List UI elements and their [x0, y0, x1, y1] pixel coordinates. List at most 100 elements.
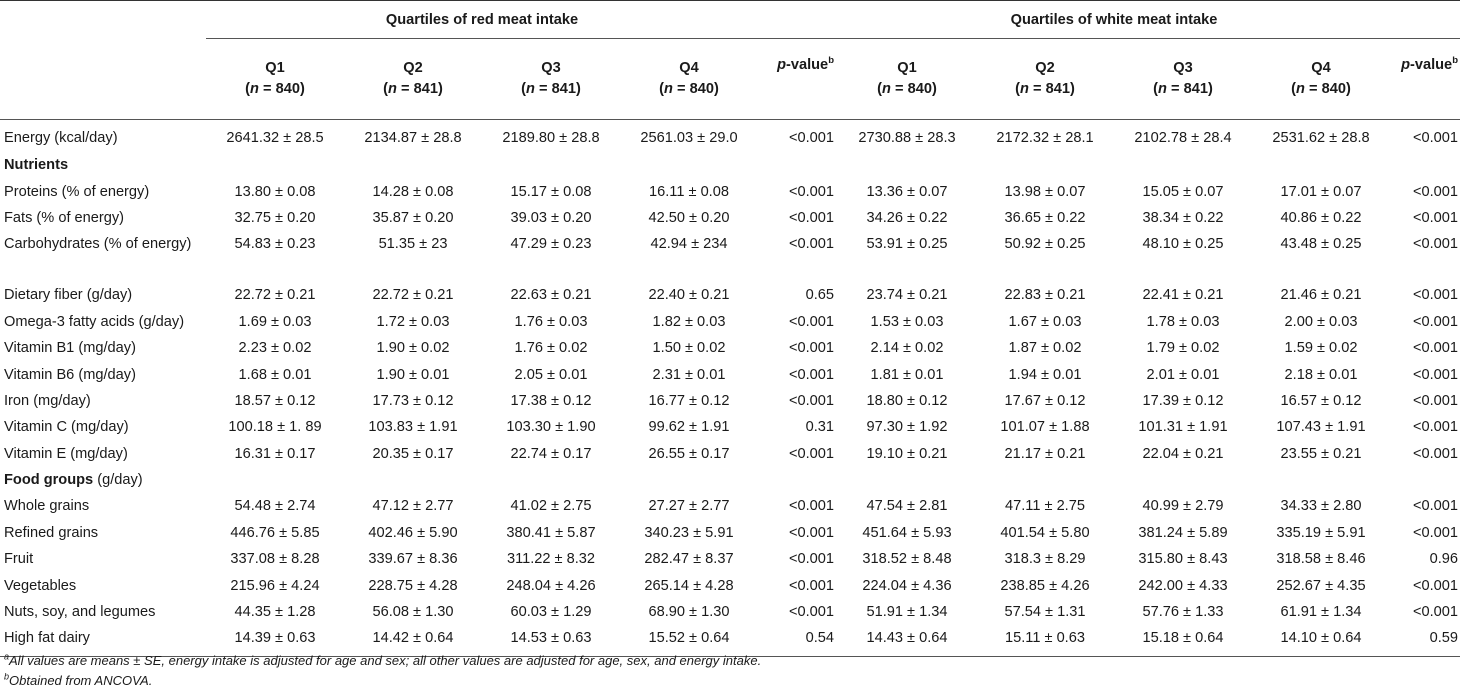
cell-white-q2: 1.87 ± 0.02	[1008, 340, 1082, 357]
cell-red-q2: 228.75 ± 4.28	[368, 577, 458, 594]
cell-white-q3: 48.10 ± 0.25	[1142, 236, 1224, 253]
row-label: Iron (mg/day)	[4, 392, 91, 409]
cell-white-q3: 15.18 ± 0.64	[1114, 625, 1252, 657]
cell-red-q3: 103.30 ± 1.90	[506, 419, 596, 436]
table-row-fruit: Fruit 337.08 ± 8.28 339.67 ± 8.36 311.22 ± …	[0, 546, 1460, 572]
cell-red-q3: 2189.80 ± 28.8	[502, 130, 600, 146]
table-row-iron: Iron (mg/day) 18.57 ± 0.12 17.73 ± 0.12 17.…	[0, 388, 1460, 414]
cell-red-q3: 17.38 ± 0.12	[510, 392, 592, 409]
table-row-b1: Vitamin B1 (mg/day) 2.23 ± 0.02 1.90 ± 0.0…	[0, 335, 1460, 361]
cell-white-q1: 318.52 ± 8.48	[862, 551, 952, 568]
cell-red-pvalue: 0.65	[805, 287, 834, 304]
cell-red-pvalue: <0.001	[788, 366, 834, 383]
col-header-white-q3: Q3 (n = 841)	[1114, 38, 1252, 120]
cell-white-q3: 40.99 ± 2.79	[1142, 498, 1224, 515]
cell-red-q1: 1.68 ± 0.01	[238, 366, 312, 383]
cell-white-q1: 2730.88 ± 28.3	[858, 130, 956, 146]
cell-white-q4: 2531.62 ± 28.8	[1272, 130, 1370, 146]
cell-red-q3: 22.63 ± 0.21	[510, 287, 592, 304]
table-row-b6: Vitamin B6 (mg/day) 1.68 ± 0.01 1.90 ± 0.0…	[0, 361, 1460, 387]
cell-red-q1: 446.76 ± 5.85	[230, 524, 320, 541]
col-header-red-q1: Q1 (n = 840)	[206, 38, 344, 120]
table-row-vite: Vitamin E (mg/day) 16.31 ± 0.17 20.35 ± 0.…	[0, 441, 1460, 467]
row-label: Nuts, soy, and legumes	[4, 604, 156, 621]
cell-white-q4: 34.33 ± 2.80	[1280, 498, 1362, 515]
cell-white-q2: 57.54 ± 1.31	[1004, 604, 1086, 621]
cell-red-pvalue: <0.001	[788, 498, 834, 515]
table-row-omega3: Omega-3 fatty acids (g/day) 1.69 ± 0.03 1.…	[0, 309, 1460, 335]
cell-white-q1: 1.81 ± 0.01	[870, 366, 944, 383]
cell-red-q2: 35.87 ± 0.20	[372, 209, 454, 226]
cell-red-q2: 14.42 ± 0.64	[344, 625, 482, 657]
row-label: Proteins (% of energy)	[4, 183, 150, 200]
cell-white-q4: 2.00 ± 0.03	[1284, 313, 1358, 330]
cell-red-pvalue: <0.001	[788, 313, 834, 330]
white-meat-group-title: Quartiles of white meat intake	[838, 1, 1390, 39]
cell-white-q4: 16.57 ± 0.12	[1280, 392, 1362, 409]
cell-red-q1: 2641.32 ± 28.5	[226, 130, 324, 146]
cell-red-q4: 1.82 ± 0.03	[652, 313, 726, 330]
cell-red-q2: 402.46 ± 5.90	[368, 524, 458, 541]
cell-red-q4: 340.23 ± 5.91	[644, 524, 734, 541]
cell-white-q4: 335.19 ± 5.91	[1276, 524, 1366, 541]
cell-red-pvalue: <0.001	[788, 183, 834, 200]
cell-white-q2: 50.92 ± 0.25	[1004, 236, 1086, 253]
table-row-carbs: Carbohydrates (% of energy) 54.83 ± 0.23 5…	[0, 231, 1460, 282]
cell-red-q3: 311.22 ± 8.32	[506, 551, 596, 568]
cell-red-q4: 27.27 ± 2.77	[648, 498, 730, 515]
cell-white-pvalue: <0.001	[1412, 236, 1458, 253]
cell-white-q1: 13.36 ± 0.07	[866, 183, 948, 200]
cell-red-q4: 15.52 ± 0.64	[620, 625, 758, 657]
table-row-fats: Fats (% of energy) 32.75 ± 0.20 35.87 ± 0.…	[0, 205, 1460, 231]
cell-red-q3: 14.53 ± 0.63	[482, 625, 620, 657]
cell-white-pvalue: <0.001	[1412, 577, 1458, 594]
cell-red-q3: 41.02 ± 2.75	[510, 498, 592, 515]
cell-white-pvalue: <0.001	[1412, 209, 1458, 226]
cell-red-q1: 14.39 ± 0.63	[206, 625, 344, 657]
cell-red-pvalue: <0.001	[788, 340, 834, 357]
cell-white-q3: 242.00 ± 4.33	[1138, 577, 1228, 594]
cell-white-q4: 21.46 ± 0.21	[1280, 287, 1362, 304]
cell-red-q2: 51.35 ± 23	[378, 236, 448, 253]
row-label: High fat dairy	[0, 625, 206, 657]
cell-white-q4: 2.18 ± 0.01	[1284, 366, 1358, 383]
table-row-refined: Refined grains 446.76 ± 5.85 402.46 ± 5.90…	[0, 520, 1460, 546]
cell-red-pvalue: 0.54	[758, 625, 838, 657]
cell-red-q1: 16.31 ± 0.17	[234, 445, 316, 462]
cell-white-q2: 401.54 ± 5.80	[1000, 524, 1090, 541]
cell-white-pvalue: <0.001	[1412, 445, 1458, 462]
table-row-energy: Energy (kcal/day) 2641.32 ± 28.5 2134.87 ±…	[0, 120, 1460, 153]
col-header-red-q2: Q2 (n = 841)	[344, 38, 482, 120]
row-label: Omega-3 fatty acids (g/day)	[4, 313, 185, 330]
cell-red-q4: 1.50 ± 0.02	[652, 340, 726, 357]
col-header-red-q3: Q3 (n = 841)	[482, 38, 620, 120]
red-meat-group-title: Quartiles of red meat intake	[206, 1, 758, 39]
cell-white-q1: 2.14 ± 0.02	[870, 340, 944, 357]
cell-white-pvalue: <0.001	[1412, 183, 1458, 200]
top-rule	[0, 0, 1460, 1]
col-header-red-pvalue: p-valueb	[758, 38, 838, 120]
cell-white-q2: 21.17 ± 0.21	[1004, 445, 1086, 462]
cell-white-pvalue: <0.001	[1412, 498, 1458, 515]
cell-white-pvalue: <0.001	[1412, 524, 1458, 541]
table-row-dairy: High fat dairy 14.39 ± 0.63 14.42 ± 0.64 14…	[0, 625, 1460, 657]
col-header-red-q4: Q4 (n = 840)	[620, 38, 758, 120]
cell-white-q1: 451.64 ± 5.93	[862, 524, 952, 541]
cell-white-q3: 1.78 ± 0.03	[1146, 313, 1220, 330]
row-label: Vitamin C (mg/day)	[4, 419, 129, 436]
cell-white-q3: 38.34 ± 0.22	[1142, 209, 1224, 226]
cell-white-pvalue: <0.001	[1412, 313, 1458, 330]
row-label: Vitamin B1 (mg/day)	[4, 340, 136, 357]
cell-red-q3: 39.03 ± 0.20	[510, 209, 592, 226]
cell-red-q3: 2.05 ± 0.01	[514, 366, 588, 383]
cell-red-q4: 99.62 ± 1.91	[648, 419, 730, 436]
cell-white-q1: 47.54 ± 2.81	[866, 498, 948, 515]
cell-red-q2: 20.35 ± 0.17	[372, 445, 454, 462]
footnotes: aAll values are means ± SE, energy intak…	[4, 651, 761, 691]
cell-white-q3: 57.76 ± 1.33	[1142, 604, 1224, 621]
cell-red-q4: 26.55 ± 0.17	[648, 445, 730, 462]
col-header-white-q2: Q2 (n = 841)	[976, 38, 1114, 120]
row-label: Energy (kcal/day)	[4, 130, 118, 146]
section-unit: (g/day)	[93, 472, 143, 489]
cell-white-q2: 36.65 ± 0.22	[1004, 209, 1086, 226]
